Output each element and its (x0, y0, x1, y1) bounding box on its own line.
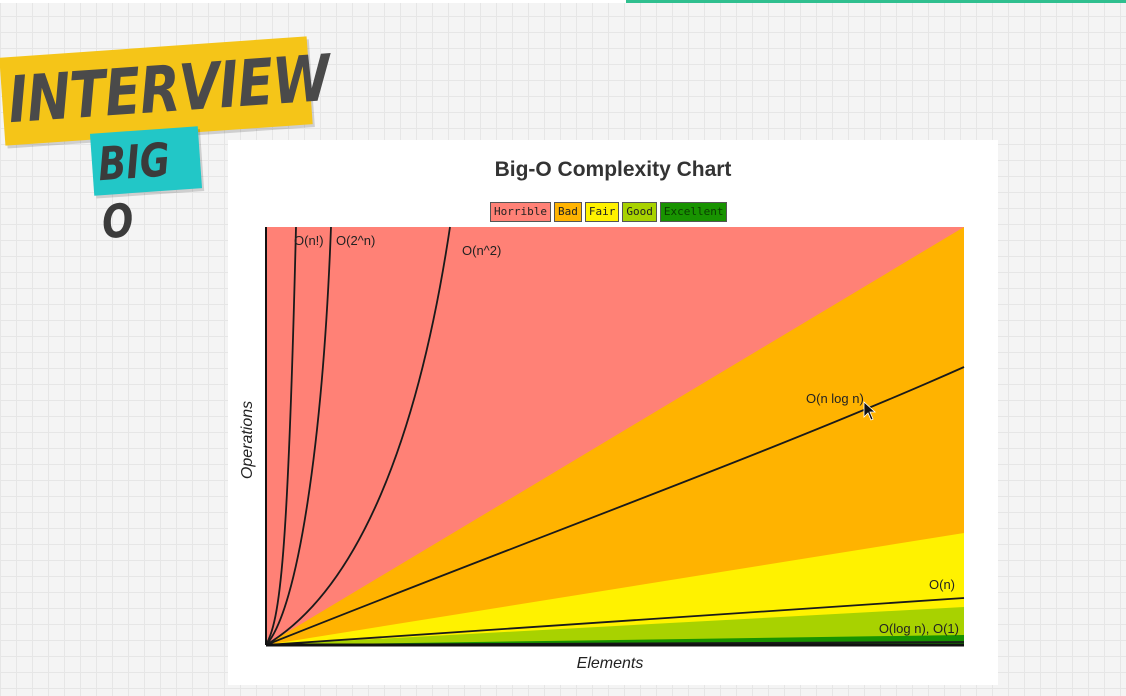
x-axis-label: Elements (577, 655, 644, 672)
legend-item-bad: Bad (553, 202, 582, 222)
curve-label-o-n-log-n: O(n log n) (806, 391, 864, 406)
top-accent-line (626, 0, 1126, 3)
curve-label-o-n-2: O(n^2) (462, 243, 501, 258)
legend-item-horrible: Horrible (490, 202, 551, 222)
curve-o-n (265, 597, 965, 646)
chart-legend: Horrible Bad Fair Good Excellent (490, 202, 728, 222)
legend-item-excellent: Excellent (659, 202, 728, 222)
region-good (266, 607, 964, 645)
legend-item-fair: Fair (584, 202, 620, 222)
chart-plot: O(n!) O(2^n) O(n^2) O(n log n) O(n) O(log n),… (239, 226, 965, 672)
curve-o-n-log-n (265, 366, 965, 646)
chart-title: Big-O Complexity Chart (494, 158, 732, 181)
interview-badge-text: INTERVIEW (5, 41, 333, 139)
curve-label-o-log-n-o-1: O(log n), O(1) (879, 621, 959, 636)
top-border (0, 0, 1126, 3)
curve-label-o-n: O(n!) (294, 233, 324, 248)
y-axis-label: Operations (239, 401, 256, 479)
curve-o-2-n (265, 226, 332, 646)
chart-card: Big-O Complexity Chart Horrible Bad Fair Go… (228, 140, 998, 685)
legend-item-good: Good (622, 202, 657, 222)
big-o-badge-text: BIG O (96, 132, 172, 250)
curve-label-o-2-n: O(2^n) (336, 233, 375, 248)
region-bad (266, 227, 964, 645)
curve-o-n-2 (265, 226, 451, 646)
curve-o-n (265, 226, 297, 646)
mouse-cursor-icon (863, 401, 877, 421)
big-o-badge: BIG O (89, 126, 203, 249)
curve-label-o-n: O(n) (929, 577, 955, 592)
